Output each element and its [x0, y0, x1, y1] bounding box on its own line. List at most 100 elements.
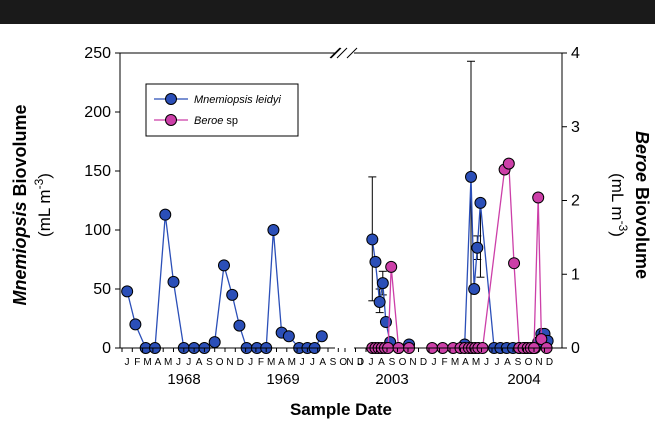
month-tick-label: N [409, 357, 416, 368]
month-tick-label: M [451, 357, 459, 368]
series-beroe [366, 157, 553, 354]
month-tick-label: M [164, 357, 172, 368]
data-point [282, 330, 295, 343]
axis-labels: Sample Date Mnemiopsis Biovolume(mL m-3) B… [10, 104, 652, 419]
y-left-tick-label: 0 [102, 340, 111, 357]
data-point [471, 241, 484, 254]
month-tick-label: J [484, 357, 489, 368]
month-tick-label: S [389, 357, 396, 368]
axis-break-spacer-0 [342, 48, 352, 58]
data-point [502, 157, 515, 170]
month-tick-label: J [176, 357, 181, 368]
y-right-label-main: Beroe Biovolume [632, 131, 652, 279]
data-point [373, 295, 386, 308]
data-point [233, 319, 246, 332]
month-tick-label: N [226, 357, 233, 368]
month-tick-label: A [462, 357, 469, 368]
month-tick-label: J [248, 357, 253, 368]
month-tick-label: F [258, 357, 264, 368]
y-right-tick-label: 1 [571, 266, 580, 283]
y-left-label: Mnemiopsis Biovolume(mL m-3) [10, 104, 54, 305]
legend-label: Mnemiopsis leidyi [194, 94, 281, 106]
x-axis-label: Sample Date [290, 400, 392, 419]
data-point [315, 330, 328, 343]
y-right-tick-label: 0 [571, 340, 580, 357]
series-line [432, 161, 548, 349]
month-tick-label: M [288, 357, 296, 368]
legend: Mnemiopsis leidyi Beroe sp [145, 83, 299, 137]
y-left-tick-label: 150 [84, 163, 111, 180]
month-tick-label: N [535, 357, 542, 368]
month-tick-label: D [420, 357, 427, 368]
month-tick-label: J [125, 357, 130, 368]
data-point [159, 208, 172, 221]
month-tick-label: O [399, 357, 407, 368]
y-left-label-unit: (mL m-3) [32, 173, 54, 237]
axis-break-slash-1 [330, 47, 342, 59]
month-tick-label: A [196, 357, 203, 368]
data-point [532, 191, 545, 204]
month-tick-label: J [432, 357, 437, 368]
month-tick-label: J [310, 357, 315, 368]
month-tick-label: M [143, 357, 151, 368]
y-left-tick-label: 200 [84, 104, 111, 121]
month-tick-label: J [369, 357, 374, 368]
month-tick-label: F [441, 357, 447, 368]
data-point [376, 277, 389, 290]
month-tick-label: A [155, 357, 162, 368]
month-tick-label: A [378, 357, 385, 368]
month-tick-label: D [546, 357, 553, 368]
data-point [366, 233, 379, 246]
month-tick-label: F [134, 357, 140, 368]
month-tick-label: A [319, 357, 326, 368]
month-tick-label: S [206, 357, 213, 368]
y-right-label-unit: (mL m-3) [608, 173, 630, 237]
y-left-tick-label: 100 [84, 222, 111, 239]
month-tick-label: J [495, 357, 500, 368]
month-tick-label: S [330, 357, 337, 368]
year-label-2003: 2003 [375, 371, 408, 388]
data-point [508, 257, 521, 270]
month-tick-label: J [358, 357, 363, 368]
data-point [465, 170, 477, 183]
month-tick-label: D [357, 357, 364, 368]
data-point [226, 288, 239, 301]
legend-marker [165, 93, 177, 105]
data-point [468, 283, 481, 295]
data-point [129, 318, 142, 331]
year-label-2004: 2004 [507, 371, 540, 388]
month-tick-label: M [472, 357, 480, 368]
month-tick-label: J [186, 357, 191, 368]
header-bar [0, 0, 655, 24]
legend-label: Beroe sp [194, 115, 238, 127]
legend-marker [165, 114, 177, 126]
month-tick-label: D [237, 357, 244, 368]
month-tick-label: A [504, 357, 511, 368]
axis-break-top-0 [329, 47, 341, 59]
month-tick-label: O [525, 357, 533, 368]
data-point [535, 333, 548, 346]
data-point [369, 255, 382, 268]
series-line [126, 214, 323, 349]
month-tick-label: O [216, 357, 224, 368]
axis-break-slash-2 [346, 47, 358, 59]
data-point [208, 336, 221, 349]
month-tick-label: O [339, 357, 347, 368]
data-point [217, 259, 230, 272]
axis-break-top-1 [336, 47, 348, 59]
data-point [267, 224, 280, 236]
month-tick-label: M [267, 357, 275, 368]
month-tick-label: J [300, 357, 305, 368]
data-point [385, 260, 398, 273]
legend-box [145, 83, 299, 137]
data-point [167, 275, 180, 288]
month-tick-label: A [278, 357, 285, 368]
y-left-tick-label: 250 [84, 45, 111, 62]
y-right-tick-label: 3 [571, 119, 580, 136]
y-right-label: Beroe Biovolume(mL m-3) [608, 131, 652, 279]
month-tick-label: S [515, 357, 522, 368]
y-right-tick-label: 4 [571, 45, 580, 62]
year-label-1969: 1969 [266, 371, 299, 388]
